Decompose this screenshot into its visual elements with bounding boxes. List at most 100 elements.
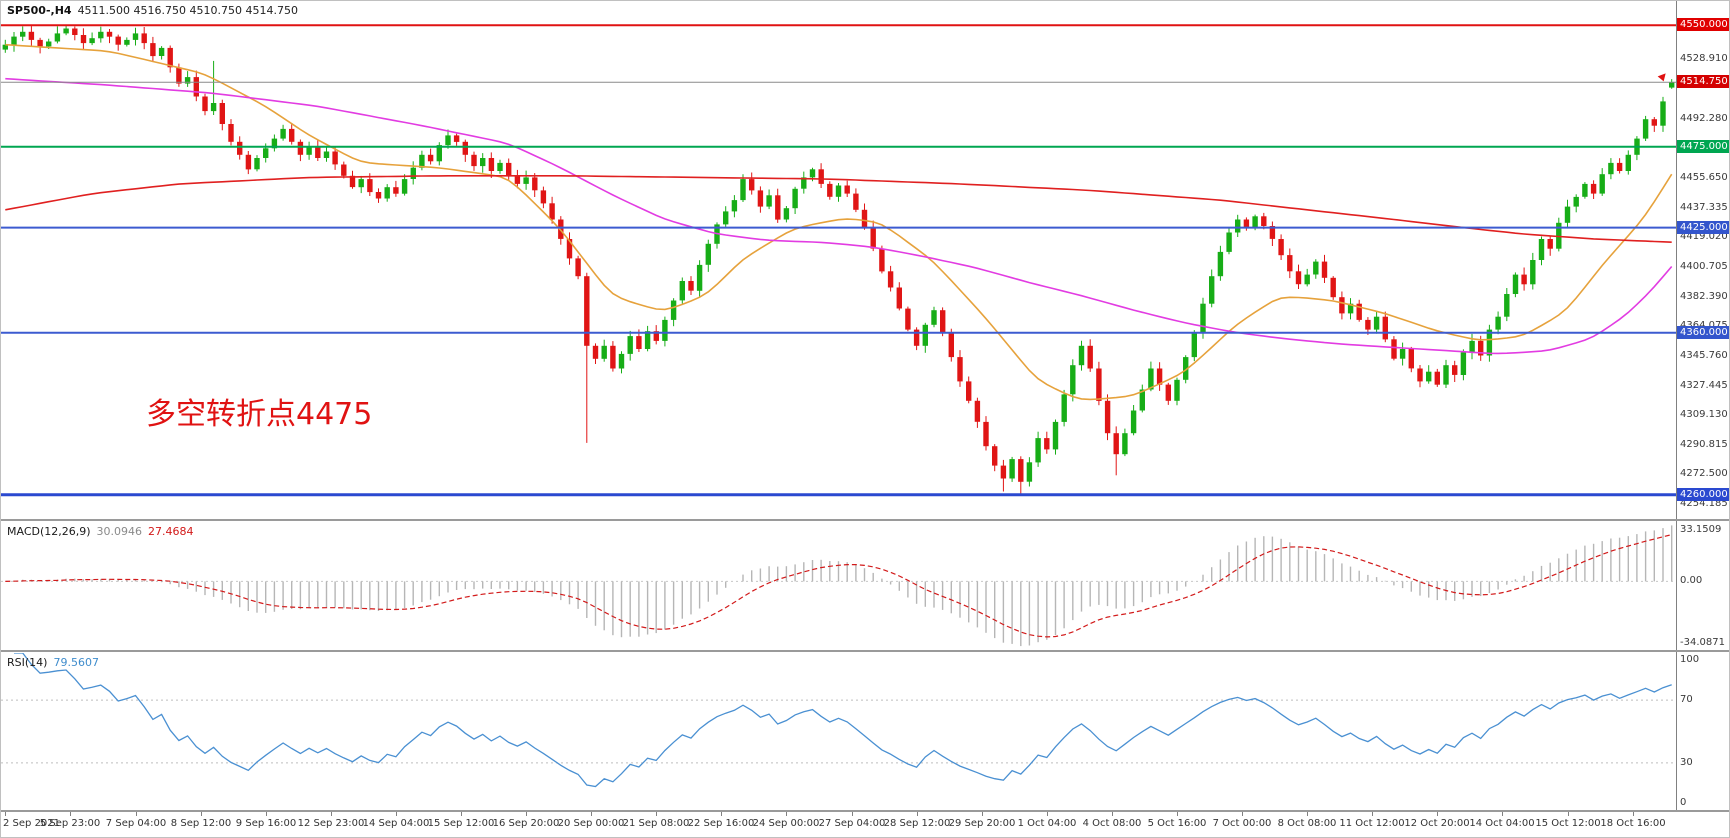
time-label: 2 Sep 2021 [3,818,61,829]
candle-body [63,28,69,34]
candle-body [896,287,902,309]
candle-body [1235,219,1241,233]
candle-body [670,300,677,320]
candle-body [2,44,8,50]
candle-body [766,195,772,207]
candle-body [566,239,573,259]
candle-body [410,167,416,179]
time-label: 29 Sep 20:00 [948,818,1016,829]
candle-body [1191,332,1197,358]
time-tick [396,812,397,816]
candle-body [1269,226,1276,239]
price-axis[interactable]: 4528.910 4492.280 4455.650 4437.335 4419.020… [1676,1,1729,811]
macd-axis-label: -34.0871 [1680,637,1725,648]
candle-body [801,177,807,189]
time-label: 15 Sep 12:00 [427,818,495,829]
candle-body [853,193,859,210]
candle-body [627,336,633,354]
candle-body [427,154,434,162]
candle-body [1625,154,1631,171]
time-label: 15 Oct 12:00 [1535,818,1601,829]
candle-body [141,33,147,44]
candle-body [1148,368,1154,390]
rsi-axis-label: 30 [1680,757,1693,768]
candle-body [1035,438,1041,463]
macd-name: MACD(12,26,9) [7,525,91,538]
time-label: 14 Oct 04:00 [1469,818,1535,829]
candle-body [532,177,538,191]
time-tick [526,812,527,816]
time-tick [1633,812,1634,816]
time-label: 7 Oct 00:00 [1212,818,1272,829]
price-tag: 4360.000 [1677,326,1729,339]
time-label: 11 Oct 12:00 [1339,818,1405,829]
candle-body [132,33,139,40]
time-label: 20 Sep 00:00 [557,818,625,829]
macd-panel-canvas[interactable] [1,522,1676,650]
candle-body [610,345,616,369]
candle-body [1347,303,1354,314]
candle-body [662,319,668,341]
candle-body [1660,101,1666,126]
price-label: 4272.500 [1680,468,1728,479]
price-label: 4309.130 [1680,409,1728,420]
candle-body [1356,303,1362,320]
macd-histogram [13,525,1673,647]
candle-body [280,128,286,139]
candle-body [1217,251,1224,277]
candle-body [653,331,659,341]
time-label: 28 Sep 12:00 [883,818,951,829]
ma-slow-red [5,175,1672,243]
candle-body [349,175,356,188]
price-label: 4437.335 [1680,202,1728,213]
candle-body [1174,379,1180,401]
candle-body [1096,368,1102,401]
time-label: 5 Sep 23:00 [39,818,101,829]
time-tick [461,812,462,816]
symbol-period-label: SP500-,H4 [7,4,72,17]
time-axis[interactable]: 2 Sep 2021 5 Sep 23:00 7 Sep 04:00 8 Sep 12… [1,812,1729,837]
time-tick [70,812,71,816]
candle-body [827,183,833,197]
candle-body [1391,339,1397,359]
candle-body [332,151,338,165]
price-label: 4364.075 [1680,320,1728,331]
price-tag: 4475.000 [1677,140,1729,153]
candle-body [835,185,842,197]
candle-body [523,177,529,184]
candle-body [1287,255,1293,272]
rsi-panel-canvas[interactable] [1,653,1676,810]
candle-body [688,281,694,291]
candle-body [1417,368,1423,382]
candle-body [167,47,173,68]
macd-indicator-label: MACD(12,26,9) 30.0946 27.4684 [7,525,194,538]
candle-body [740,179,746,201]
candle-body [696,264,703,291]
candle-body [72,28,78,35]
candle-body [1452,365,1458,375]
candle-body [913,329,920,346]
time-label: 8 Oct 08:00 [1277,818,1337,829]
panel-separator[interactable] [1,650,1729,652]
candle-body [1538,239,1545,260]
candle-body [1486,329,1493,356]
panel-separator[interactable] [1,519,1729,521]
price-label: 4419.020 [1680,231,1728,242]
candle-body [818,169,824,184]
time-tick [1177,812,1178,816]
rsi-axis-label: 70 [1680,694,1693,705]
main-chart-canvas[interactable] [1,1,1676,519]
candle-body [28,31,35,40]
candle-body [89,38,95,44]
panel-separator[interactable] [1,810,1729,812]
candle-body [1278,239,1284,256]
candle-body [1642,119,1649,139]
macd-axis-label: 0.00 [1680,575,1703,586]
candle-body [905,308,911,330]
candle-body [20,31,26,37]
price-label: 4254.185 [1680,498,1728,509]
time-tick [917,812,918,816]
candle-body [506,162,512,176]
candle-body [1426,371,1432,382]
